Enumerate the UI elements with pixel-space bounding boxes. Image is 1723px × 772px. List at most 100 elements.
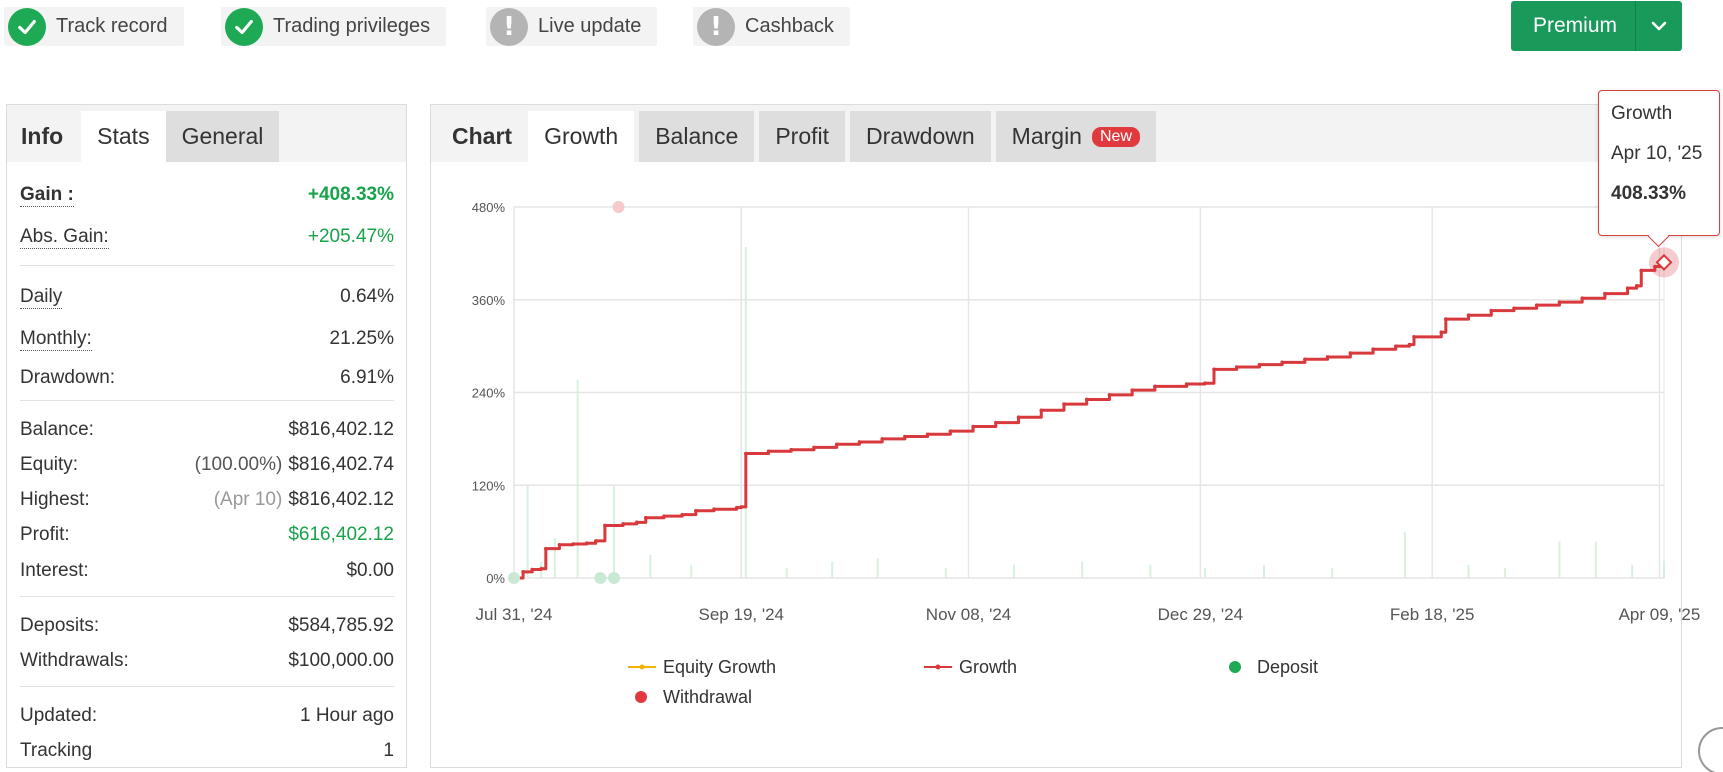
growth-point: [1534, 303, 1539, 307]
growth-point: [1639, 268, 1644, 273]
growth-point: [766, 449, 771, 454]
growth-point: [662, 514, 666, 518]
tab-profit[interactable]: Profit: [759, 111, 846, 162]
growth-point: [694, 508, 698, 513]
growth-point: [680, 512, 684, 517]
stat-label: Interest:: [20, 560, 89, 581]
badge-label: Trading privileges: [273, 15, 431, 37]
stat-label[interactable]: Abs. Gain:: [20, 225, 109, 249]
growth-point: [571, 542, 575, 546]
growth-point: [1407, 342, 1412, 347]
growth-point: [1184, 382, 1189, 386]
legend-swatch-point: [639, 664, 645, 670]
stat-label: Deposits:: [20, 615, 100, 636]
stat-monthly: Monthly: 21.25%: [20, 326, 394, 352]
growth-point: [634, 520, 639, 525]
y-tick-label: 360%: [472, 293, 506, 308]
growth-point: [1466, 313, 1471, 318]
stat-value: 0.64%: [340, 286, 394, 307]
tab-general[interactable]: General: [165, 111, 280, 162]
stat-value: $616,402.12: [288, 524, 394, 545]
growth-point: [1212, 367, 1216, 372]
check-icon: [225, 7, 263, 46]
exclamation-icon: !: [697, 7, 735, 46]
stat-label[interactable]: Daily: [20, 285, 63, 309]
stat-gain: Gain : +408.33%: [20, 182, 394, 208]
growth-point: [1039, 408, 1044, 413]
badge-live-update[interactable]: ! Live update: [486, 7, 658, 46]
stat-value: $584,785.92: [288, 615, 394, 636]
growth-point: [857, 440, 862, 444]
growth-point: [1394, 344, 1398, 348]
stats-panel: Info Stats General Gain : +408.33% Abs. G…: [6, 104, 407, 768]
stat-tracking: Tracking 1: [20, 738, 394, 764]
left-tabs: Info Stats General: [7, 105, 406, 162]
stat-value: 21.25%: [329, 328, 394, 349]
growth-point: [530, 567, 534, 572]
stat-deposits: Deposits: $584,785.92: [20, 613, 394, 639]
tab-balance[interactable]: Balance: [639, 111, 755, 162]
stat-value: $816,402.74: [288, 454, 394, 475]
deposit-marker: [594, 572, 607, 584]
premium-button[interactable]: Premium: [1511, 1, 1682, 51]
stat-value: $816,402.12: [288, 489, 394, 510]
growth-point: [1512, 306, 1516, 311]
growth-point: [1325, 355, 1330, 359]
tooltip-value: 408.33%: [1611, 183, 1687, 204]
growth-point: [1257, 362, 1262, 367]
growth-point: [1653, 264, 1657, 269]
growth-point: [1580, 296, 1584, 301]
x-tick-label: Nov 08, '24: [926, 605, 1011, 624]
growth-point: [1280, 360, 1284, 365]
stat-value: +408.33%: [307, 184, 394, 205]
growth-point: [994, 420, 998, 425]
badge-trading-privileges[interactable]: Trading privileges: [221, 7, 447, 46]
exclamation-icon: !: [490, 7, 528, 46]
stat-profit: Profit: $616,402.12: [20, 522, 394, 548]
growth-point: [712, 507, 716, 512]
badge-cashback[interactable]: ! Cashback: [693, 7, 850, 46]
growth-point: [603, 523, 607, 528]
growth-point: [584, 541, 589, 546]
growth-point: [744, 451, 748, 456]
x-tick-label: Sep 19, '24: [699, 605, 784, 624]
growth-point: [1412, 335, 1416, 339]
growth-point: [1625, 286, 1630, 290]
growth-point: [880, 437, 884, 441]
legend-label: Withdrawal: [663, 687, 752, 707]
legend-swatch: [635, 691, 647, 703]
stat-label[interactable]: Gain :: [20, 183, 74, 207]
growth-point: [1016, 415, 1021, 420]
growth-point: [1348, 351, 1353, 355]
premium-label: Premium: [1532, 14, 1617, 37]
growth-point: [644, 515, 648, 520]
chevron-down-icon[interactable]: [1636, 20, 1682, 32]
growth-point: [971, 424, 975, 429]
growth-point: [1303, 357, 1307, 362]
growth-point: [1439, 330, 1444, 335]
legend-swatch: [1229, 661, 1241, 673]
tooltip-series: Growth: [1611, 103, 1673, 124]
stat-label: Profit:: [20, 524, 70, 545]
tab-stats[interactable]: Stats: [81, 111, 166, 162]
growth-point: [521, 570, 525, 574]
tab-margin[interactable]: Margin New: [995, 111, 1156, 162]
stat-value: $816,402.12: [288, 419, 394, 440]
growth-point: [544, 546, 548, 551]
stat-highest: Highest: (Apr 10) $816,402.12: [20, 487, 394, 513]
stat-label: Withdrawals:: [20, 650, 129, 671]
stat-label: Equity:: [20, 454, 79, 475]
tab-drawdown[interactable]: Drawdown: [850, 111, 991, 162]
growth-point: [1153, 384, 1157, 389]
badge-track-record[interactable]: Track record: [4, 7, 184, 46]
tab-growth[interactable]: Growth: [528, 111, 635, 162]
stat-label[interactable]: Monthly:: [20, 327, 92, 351]
growth-point: [1444, 317, 1448, 321]
growth-point: [621, 522, 625, 526]
legend-label: Equity Growth: [663, 657, 776, 677]
growth-point: [812, 445, 816, 450]
new-badge: New: [1091, 126, 1140, 147]
growth-point: [1603, 291, 1607, 296]
growth-point: [1084, 397, 1089, 402]
